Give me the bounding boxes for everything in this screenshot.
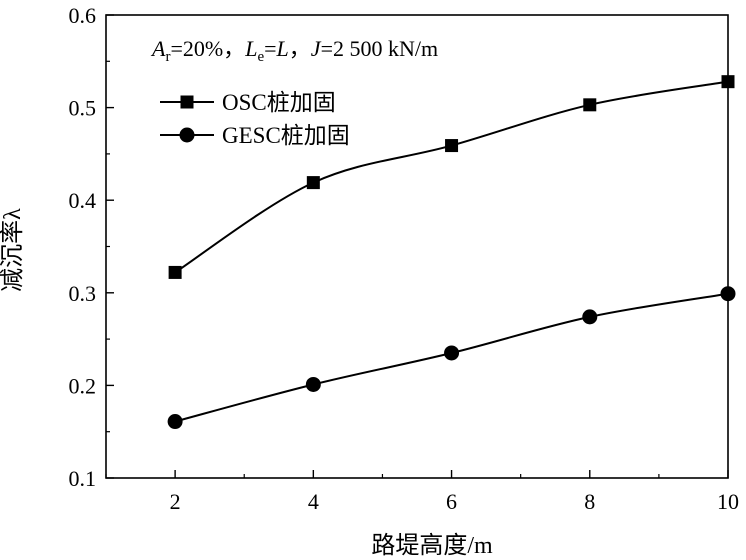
legend: OSC桩加固 GESC桩加固 <box>160 90 350 148</box>
x-tick-label: 6 <box>446 489 457 514</box>
annotation-a-subscript: r <box>165 49 170 65</box>
data-point-square <box>583 98 597 112</box>
data-point-circle <box>720 286 736 302</box>
x-tick-label: 2 <box>170 489 181 514</box>
legend-osc-label: OSC桩加固 <box>222 90 336 115</box>
annotation-j-value: =2 500 kN/m <box>321 36 439 61</box>
y-tick-label: 0.1 <box>69 466 97 491</box>
x-tick-label: 8 <box>584 489 595 514</box>
annotation-comma: ， <box>289 36 311 61</box>
annotation-l-rhs: L <box>276 36 289 61</box>
data-point-circle <box>582 309 598 325</box>
annotation-a-symbol: A <box>150 36 166 61</box>
data-point-square <box>168 265 182 279</box>
y-axis-title: 减沉率λ <box>0 208 26 292</box>
data-point-circle <box>305 376 321 392</box>
annotation-l-subscript: e <box>257 49 264 65</box>
plot-frame <box>105 14 729 479</box>
annotation-l-symbol: L <box>244 36 257 61</box>
y-tick-label: 0.4 <box>69 188 97 213</box>
x-axis-title: 路堤高度/m <box>371 532 493 559</box>
data-point-circle <box>444 345 460 361</box>
series-layer <box>167 75 736 430</box>
x-tick-label: 4 <box>308 489 319 514</box>
data-point-square <box>445 139 459 153</box>
y-tick-label: 0.5 <box>69 96 97 121</box>
y-tick-label: 0.3 <box>69 281 97 306</box>
annotation-l-equals: = <box>264 36 276 61</box>
data-point-circle <box>167 414 183 430</box>
chart-annotation: Ar=20%，Le=L，J=2 500 kN/m <box>150 36 438 65</box>
legend-gesc-label: GESC桩加固 <box>222 123 350 148</box>
legend-osc-marker <box>180 95 194 109</box>
data-point-square <box>306 176 320 190</box>
y-tick-label: 0.2 <box>69 373 97 398</box>
x-tick-label: 10 <box>717 489 739 514</box>
y-tick-label: 0.6 <box>69 3 97 28</box>
annotation-a-value: =20%， <box>170 36 245 61</box>
data-point-square <box>721 75 735 89</box>
legend-gesc-marker <box>179 127 195 143</box>
axis-ticks: 0.1 0.2 0.3 0.4 0.5 0.6 2 4 6 8 10 <box>69 3 740 514</box>
annotation-j-symbol: J <box>311 36 322 61</box>
